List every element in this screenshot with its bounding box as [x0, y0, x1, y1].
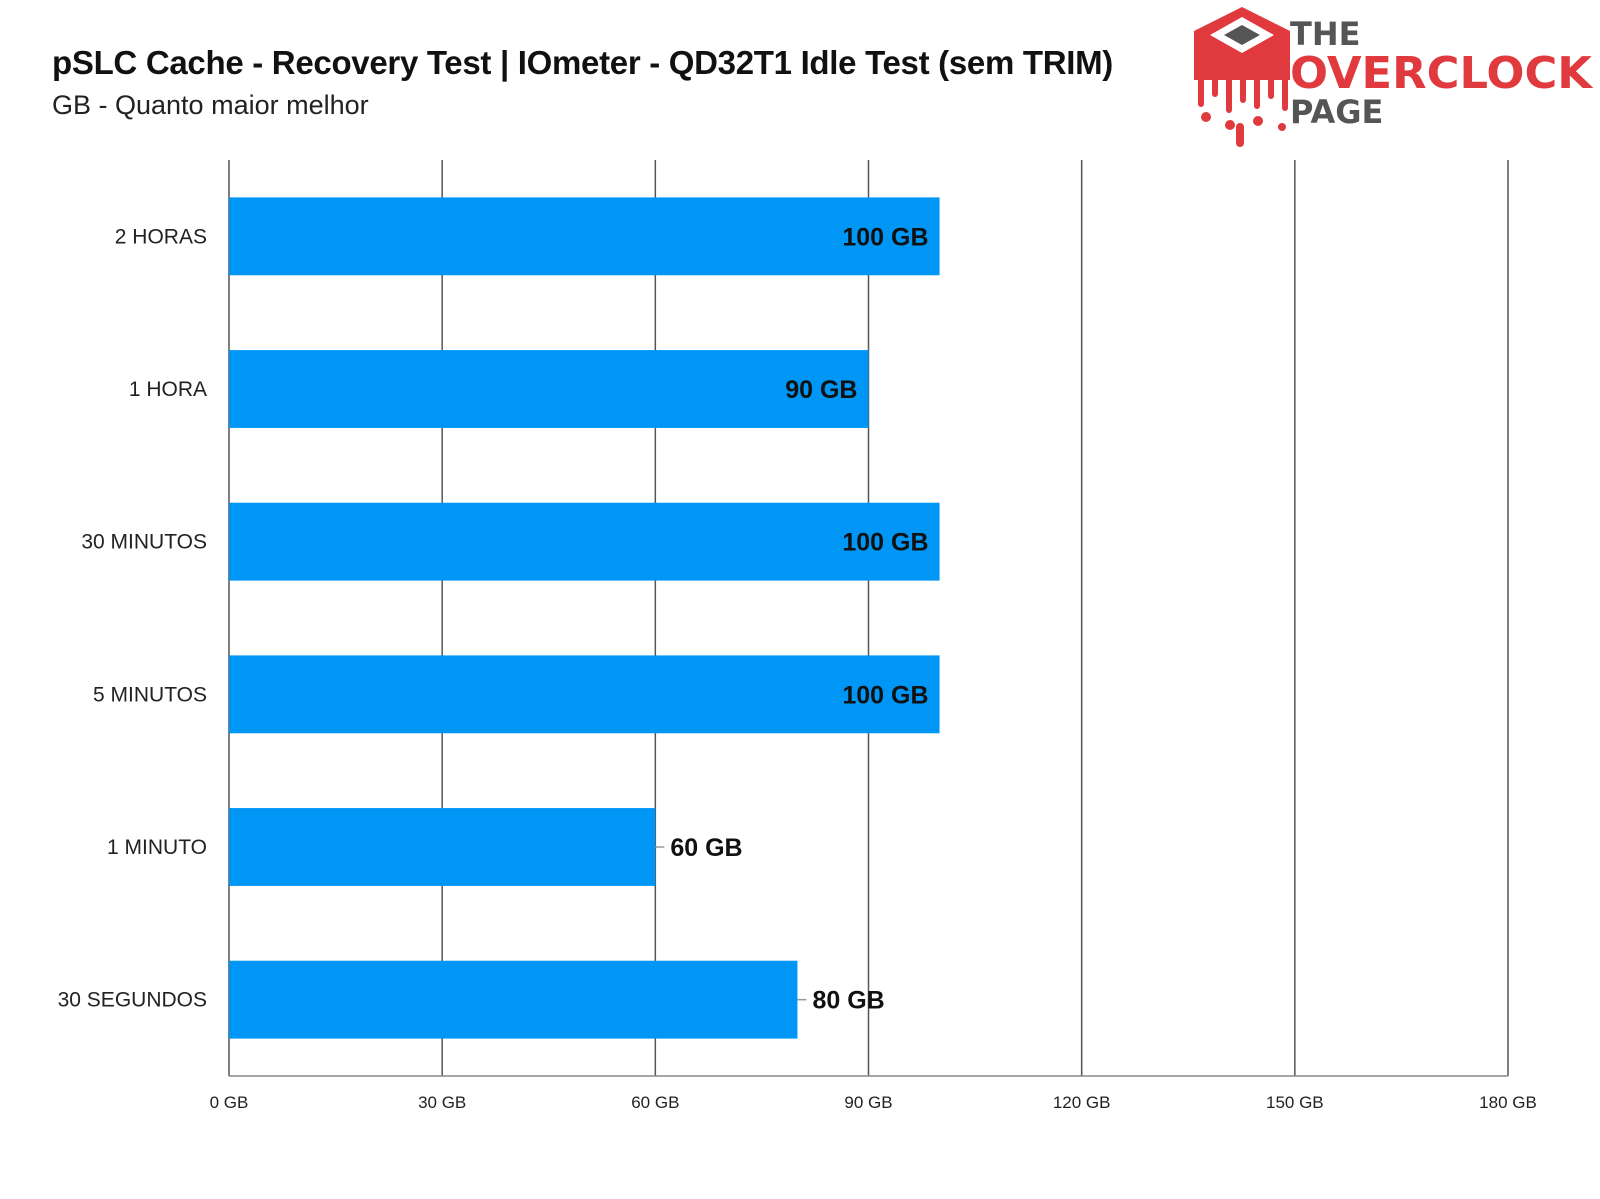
bar [229, 808, 656, 886]
bar [229, 502, 940, 581]
data-label: 100 GB [842, 681, 928, 709]
logo-line-the: THE [1290, 15, 1360, 53]
logo-line-overclock: OVERCLOCK [1290, 48, 1594, 99]
grid-lines [228, 160, 1509, 1077]
data-label: 100 GB [842, 529, 928, 557]
bar [229, 655, 940, 734]
bar [229, 350, 869, 428]
data-label: 60 GB [670, 834, 742, 862]
x-tick-label: 180 GB [1479, 1093, 1537, 1112]
x-tick-label: 150 GB [1266, 1093, 1324, 1112]
category-label: 30 MINUTOS [81, 531, 207, 554]
melting-chip-icon [1194, 7, 1290, 147]
x-tick-label: 90 GB [844, 1093, 892, 1112]
bars [229, 197, 940, 1039]
data-labels: 100 GB 90 GB 100 GB 100 GB 60 GB 80 GB [655, 223, 929, 1015]
category-label: 30 SEGUNDOS [58, 989, 207, 1012]
category-labels: 2 HORAS 1 HORA 30 MINUTOS 5 MINUTOS 1 MINUTO… [58, 225, 207, 1011]
x-tick-label: 0 GB [210, 1093, 249, 1112]
data-label: 100 GB [842, 223, 928, 251]
category-label: 1 HORA [129, 378, 207, 401]
x-tick-label: 30 GB [418, 1093, 466, 1112]
chart-subtitle: GB - Quanto maior melhor [52, 90, 369, 120]
data-label: 90 GB [785, 376, 857, 404]
x-tick-label: 60 GB [631, 1093, 679, 1112]
category-label: 5 MINUTOS [93, 683, 207, 706]
data-label: 80 GB [812, 987, 884, 1015]
category-label: 1 MINUTO [107, 836, 207, 859]
x-tick-label: 120 GB [1053, 1093, 1111, 1112]
chart-title: pSLC Cache - Recovery Test | IOmeter - Q… [52, 44, 1113, 81]
x-tick-labels: 0 GB 30 GB 60 GB 90 GB 120 GB 150 GB 180 GB [210, 1093, 1537, 1112]
overclock-page-logo: THE OVERCLOCK PAGE [1194, 7, 1594, 147]
bar [229, 960, 798, 1039]
category-label: 2 HORAS [115, 225, 207, 248]
logo-line-page: PAGE [1290, 93, 1383, 131]
bar [229, 197, 940, 276]
